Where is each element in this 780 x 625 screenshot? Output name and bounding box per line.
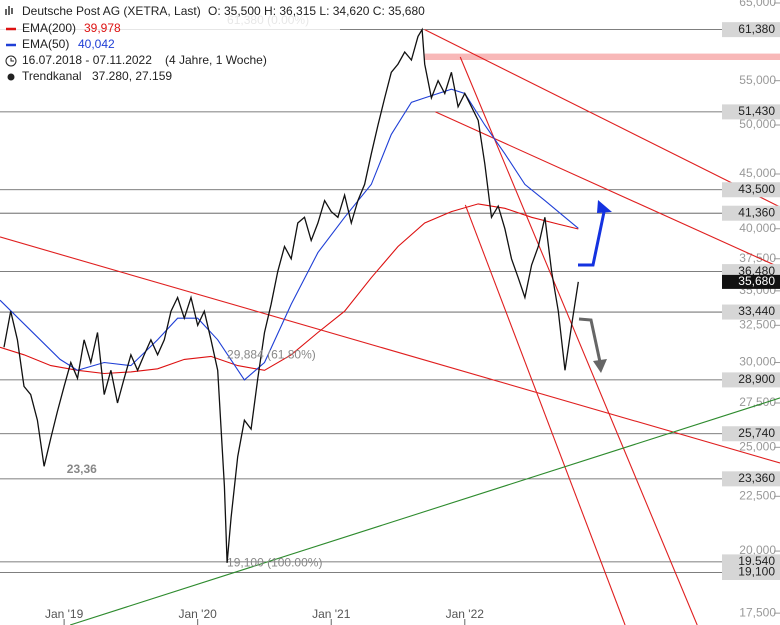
level-label-bg bbox=[722, 471, 780, 487]
level-label-bg bbox=[722, 426, 780, 442]
dot-icon bbox=[7, 73, 15, 81]
legend-channel: Trendkanal bbox=[22, 69, 82, 83]
level-label-bg bbox=[722, 104, 780, 120]
annotation: 23,36 bbox=[67, 462, 97, 476]
last-price-bg bbox=[722, 274, 780, 289]
legend-period-note: (4 Jahre, 1 Woche) bbox=[165, 53, 267, 67]
overlay: 61,380 51,430 43,500 41,360 36,480 33,440 28,9… bbox=[722, 22, 780, 580]
level-label: 61,380 bbox=[738, 22, 775, 36]
level-label: 41,360 bbox=[738, 205, 775, 219]
y-tick-label: 55,000 bbox=[739, 73, 776, 87]
level-label: 36,480 bbox=[738, 264, 775, 278]
up-arrow-head bbox=[597, 200, 612, 213]
bars-icon bbox=[5, 6, 13, 15]
y-tick-label: 32,500 bbox=[739, 317, 776, 331]
y-tick-label: 30,000 bbox=[739, 355, 776, 369]
legend-name: EMA(50) bbox=[22, 37, 69, 51]
y-tick-label: 17,500 bbox=[739, 605, 776, 619]
y-tick-label: 50,000 bbox=[739, 117, 776, 131]
resistance-zone bbox=[424, 53, 780, 61]
arrows bbox=[578, 200, 612, 373]
up-arrow bbox=[578, 211, 606, 267]
legend-name: EMA(200) bbox=[22, 21, 76, 35]
legend-channel-values: 37.280, 27.159 bbox=[92, 69, 172, 83]
level-label-bg bbox=[722, 205, 780, 221]
clock-icon bbox=[5, 55, 17, 67]
trendline bbox=[464, 204, 626, 625]
legend: Deutsche Post AG (XETRA, Last) O: 35,500… bbox=[0, 0, 425, 86]
ema-line bbox=[0, 203, 579, 375]
level-label: 25,740 bbox=[738, 426, 775, 440]
price-line bbox=[3, 27, 579, 563]
legend-value: 39,978 bbox=[84, 21, 121, 35]
level-label: 51,430 bbox=[738, 104, 775, 118]
level-label: 33,440 bbox=[738, 304, 775, 318]
trendline bbox=[435, 111, 780, 269]
trendline bbox=[0, 236, 780, 464]
x-tick-label: Jan '22 bbox=[446, 607, 485, 621]
level-label: 19,100 bbox=[738, 565, 775, 579]
level-label: 43,500 bbox=[738, 182, 775, 196]
level-label-bg bbox=[722, 304, 780, 320]
trendline bbox=[424, 29, 780, 208]
x-tick-label: Jan '20 bbox=[179, 607, 218, 621]
legend-title: Deutsche Post AG (XETRA, Last) bbox=[22, 4, 201, 18]
legend-ohlc: O: 35,500 H: 36,315 L: 34,620 C: 35,680 bbox=[208, 4, 425, 18]
x-tick-label: Jan '19 bbox=[45, 607, 84, 621]
level-label: 28,900 bbox=[738, 372, 775, 386]
legend-value: 40,042 bbox=[78, 37, 115, 51]
down-arrow bbox=[578, 317, 602, 363]
level-label: 23,360 bbox=[738, 471, 775, 485]
level-label-bg bbox=[722, 182, 780, 198]
level-label-bg bbox=[722, 564, 780, 580]
y-tick-label: 45,000 bbox=[739, 166, 776, 180]
last-price-label: 35,680 bbox=[738, 274, 775, 288]
legend-bg bbox=[0, 0, 340, 86]
annotation: 19,100 (100.00%) bbox=[227, 556, 322, 570]
y-tick-label: 65,000 bbox=[739, 0, 776, 9]
y-tick-label: 40,000 bbox=[739, 221, 776, 235]
trendline bbox=[69, 397, 780, 625]
y-tick-label: 27,500 bbox=[739, 395, 776, 409]
legend-period: 16.07.2018 - 07.11.2022 bbox=[22, 53, 152, 67]
y-tick-label: 22,500 bbox=[739, 488, 776, 502]
clock-hands bbox=[10, 58, 14, 62]
y-tick-label: 25,000 bbox=[739, 439, 776, 453]
level-label: 19,540 bbox=[738, 554, 775, 568]
x-tick-label: Jan '21 bbox=[312, 607, 351, 621]
level-label-bg bbox=[722, 372, 780, 388]
trendline bbox=[459, 56, 698, 625]
level-label-bg bbox=[722, 22, 780, 38]
y-tick-label: 20,000 bbox=[739, 543, 776, 557]
ema-line bbox=[0, 88, 579, 381]
down-arrow-head bbox=[593, 359, 607, 373]
annotation: 29,884 (61.80%) bbox=[227, 348, 316, 362]
